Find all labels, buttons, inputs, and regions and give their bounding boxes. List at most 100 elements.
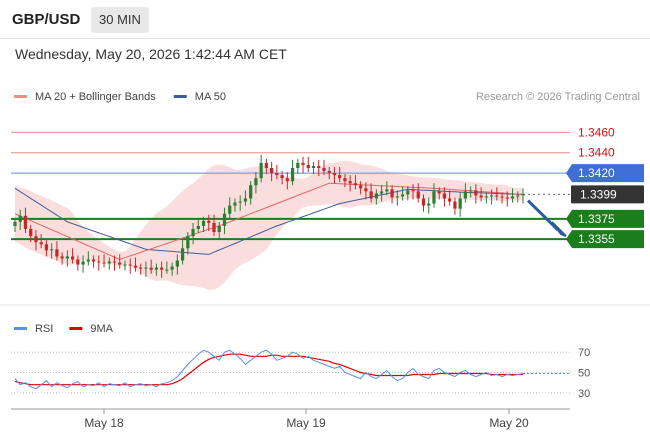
rsi-tick-label: 70 (578, 347, 590, 359)
ma50-line (14, 187, 524, 255)
candle (60, 256, 64, 259)
candle (34, 236, 38, 243)
candle (222, 213, 227, 226)
candle (275, 173, 279, 176)
candle (348, 181, 352, 184)
candle (39, 242, 43, 245)
candle (421, 198, 426, 206)
rsi-line (14, 349, 524, 390)
candle (395, 196, 399, 198)
rsi-legend-swatch (69, 327, 83, 330)
x-tick-label: May 19 (286, 416, 326, 430)
candle (311, 165, 316, 168)
candle (290, 167, 295, 182)
candle (76, 259, 80, 265)
candle (44, 244, 49, 251)
legend-label: MA 50 (195, 91, 226, 103)
candle (50, 249, 54, 251)
candle (149, 267, 153, 270)
candle (416, 191, 420, 199)
forecast-arrowhead (551, 221, 567, 238)
candle (118, 262, 122, 265)
candle (343, 178, 347, 182)
candle (489, 195, 494, 197)
candle (70, 256, 75, 260)
candle (296, 162, 300, 168)
candle (411, 190, 415, 192)
candle (97, 261, 101, 263)
candle (453, 201, 457, 209)
candle (65, 256, 69, 259)
current-price-label: 1.3399 (580, 187, 617, 201)
candle (160, 267, 164, 270)
candle (243, 198, 248, 202)
candle (81, 261, 85, 265)
candle (207, 220, 211, 223)
support-label: 1.3355 (578, 232, 615, 246)
candle (170, 266, 174, 270)
legend-label: MA 20 + Bollinger Bands (35, 91, 156, 103)
candle (369, 191, 373, 199)
candle (249, 185, 253, 199)
candle (500, 196, 504, 198)
candle (400, 194, 405, 197)
timeframe-badge[interactable]: 30 MIN (91, 7, 149, 33)
candle (495, 195, 499, 197)
candle (521, 194, 525, 196)
candle (107, 261, 111, 264)
rsi-tick-label: 30 (578, 388, 590, 400)
candle (448, 198, 452, 202)
candle (180, 248, 185, 261)
candle (317, 165, 321, 168)
rsi-tick-label: 50 (578, 368, 590, 380)
candle (112, 261, 117, 263)
chart-header: GBP/USD 30 MIN (0, 0, 650, 39)
candle (510, 196, 515, 199)
candle (427, 203, 431, 206)
forecast-arrow (526, 199, 560, 232)
datetime-label: Wednesday, May 20, 2026 1:42:44 AM CET (15, 46, 287, 62)
candle (86, 259, 90, 262)
candle (201, 220, 206, 226)
candle (327, 171, 331, 174)
candle (102, 262, 106, 264)
candle (516, 195, 520, 197)
candle (469, 190, 473, 192)
candle (442, 193, 447, 199)
candle (217, 225, 221, 233)
candle (432, 191, 436, 204)
candle (458, 198, 462, 209)
candle (353, 183, 358, 186)
candle (55, 249, 59, 257)
candle (228, 205, 232, 214)
candle (280, 175, 284, 179)
support-tag (566, 230, 644, 249)
legend-swatch (14, 95, 27, 98)
candle (332, 173, 337, 176)
candle (269, 167, 274, 174)
candle (406, 190, 410, 195)
candle (191, 228, 195, 237)
candle (186, 236, 190, 249)
rsi-legend-label: RSI (35, 323, 53, 335)
rsi-legend-label: 9MA (90, 323, 113, 335)
resistance-label: 1.3440 (578, 146, 615, 160)
resistance-label: 1.3460 (578, 125, 615, 139)
candle (479, 195, 483, 198)
candle (379, 191, 384, 194)
x-tick-label: May 20 (489, 416, 529, 430)
candle (254, 178, 258, 186)
x-tick-label: May 18 (84, 416, 124, 430)
candle (144, 267, 148, 269)
rsi-ma-line (14, 353, 523, 386)
candle (91, 259, 96, 262)
ma20-line (14, 182, 524, 261)
support-label: 1.3375 (578, 212, 615, 226)
candle (139, 267, 143, 269)
candle (364, 188, 368, 192)
candle (154, 267, 159, 270)
candle (505, 197, 509, 199)
candle (484, 196, 488, 198)
candle (233, 202, 237, 206)
candle (175, 260, 179, 267)
